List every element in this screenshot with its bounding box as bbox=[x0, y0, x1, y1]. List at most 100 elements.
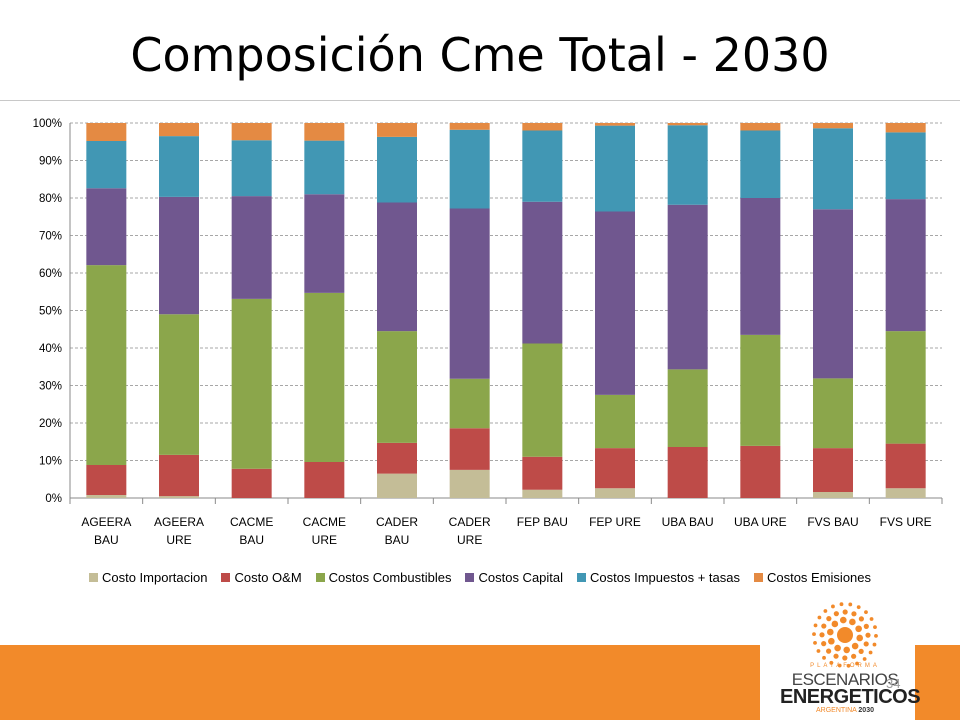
bar-segment bbox=[595, 125, 635, 212]
bar-segment bbox=[595, 488, 635, 498]
bar-segment bbox=[740, 334, 781, 446]
y-tick-label: 10% bbox=[39, 456, 62, 468]
legend-label: Costos Capital bbox=[478, 570, 564, 585]
bar-segment bbox=[231, 140, 272, 197]
bar-segment bbox=[522, 130, 563, 202]
y-tick-label: 40% bbox=[39, 343, 62, 355]
sun-dot bbox=[831, 604, 835, 609]
sun-dot bbox=[858, 616, 864, 622]
sun-dot bbox=[872, 642, 877, 647]
bar-segment bbox=[449, 208, 490, 379]
bar-segment bbox=[740, 130, 781, 198]
bar-segment bbox=[86, 188, 127, 266]
sun-dot bbox=[826, 648, 832, 654]
escenarios-energeticos-logo: PLATAFORMA ESCENARIOS ENERGETICOS ARGENT… bbox=[780, 600, 921, 720]
y-tick-label: 70% bbox=[39, 231, 62, 243]
chart-canvas: 0% 10% 20% 30% 40% 50% 60% 70% 80% 90% 100% AGEERA B… bbox=[33, 118, 943, 547]
sun-dot bbox=[851, 611, 857, 617]
sun-dot bbox=[855, 661, 859, 666]
x-tick-label: AGEERA bbox=[81, 515, 131, 529]
bar-segment bbox=[377, 136, 417, 203]
bar-segment bbox=[304, 194, 345, 293]
sun-dot bbox=[813, 640, 817, 645]
logo-escenarios: ESCENARIOS bbox=[791, 670, 899, 689]
bar-segment bbox=[595, 211, 635, 395]
legend-label: Costos Impuestos + tasas bbox=[590, 570, 740, 585]
legend-item: Costo O&M bbox=[221, 570, 302, 585]
y-tick-label: 0% bbox=[45, 493, 62, 505]
slide-title: Composición Cme Total - 2030 bbox=[130, 28, 830, 82]
bar-segment bbox=[449, 469, 490, 498]
legend-swatch bbox=[465, 573, 475, 582]
bar-segment bbox=[667, 447, 708, 498]
bar-segment bbox=[159, 196, 199, 315]
y-tick-label: 80% bbox=[39, 193, 62, 205]
sun-dots-icon bbox=[812, 602, 878, 668]
sun-dot bbox=[823, 609, 828, 613]
bar-segment bbox=[667, 204, 708, 370]
bar-segment bbox=[595, 448, 635, 489]
sun-dot bbox=[873, 625, 877, 630]
x-tick-label: UBA URE bbox=[734, 515, 787, 529]
bar-segment bbox=[231, 196, 272, 299]
bar-segment bbox=[885, 443, 926, 489]
sun-dot bbox=[862, 657, 867, 661]
bar-segment bbox=[885, 331, 926, 444]
bar-segment bbox=[159, 314, 199, 455]
y-tick-label: 100% bbox=[33, 118, 62, 130]
bar-segment bbox=[667, 369, 708, 447]
logo-energeticos: ENERGETICOS bbox=[780, 686, 921, 708]
x-tick-label: BAU bbox=[94, 533, 119, 547]
sun-dot bbox=[837, 663, 842, 668]
sun-dot bbox=[842, 609, 848, 615]
bar-segment bbox=[159, 136, 199, 197]
bar-segment bbox=[740, 198, 781, 335]
sun-dot bbox=[817, 615, 822, 620]
sun-dot bbox=[863, 623, 869, 629]
logo-year: 2030 bbox=[858, 707, 874, 714]
sun-dot bbox=[851, 653, 857, 659]
bar-segment bbox=[86, 265, 127, 465]
y-tick-label: 90% bbox=[39, 156, 62, 168]
bar-segment bbox=[377, 442, 417, 474]
y-tick-label: 20% bbox=[39, 418, 62, 430]
bar-segment bbox=[377, 202, 417, 332]
sun-dot bbox=[856, 634, 864, 642]
bar-segment bbox=[86, 141, 127, 189]
bar-segment bbox=[231, 298, 272, 469]
sun-dot bbox=[865, 632, 871, 638]
logo-argentina-word: ARGENTINA bbox=[816, 707, 857, 714]
bar-segment bbox=[885, 132, 926, 200]
logo-argentina: ARGENTINA 2030 bbox=[780, 707, 910, 714]
sun-dot bbox=[812, 632, 816, 637]
bar-segment bbox=[304, 140, 345, 195]
bar-segment bbox=[159, 496, 199, 498]
bar-segment bbox=[885, 123, 926, 133]
bar-segment bbox=[449, 129, 490, 209]
bar-segment bbox=[885, 488, 926, 498]
bar-segment bbox=[86, 465, 127, 495]
x-tick-label: FVS URE bbox=[880, 515, 932, 529]
legend-item: Costos Combustibles bbox=[315, 570, 451, 585]
x-tick-label: FEP URE bbox=[589, 515, 641, 529]
x-tick-label: BAU bbox=[239, 533, 264, 547]
x-tick-label: CADER bbox=[376, 515, 418, 529]
bar-segment bbox=[522, 201, 563, 344]
legend-label: Costo Importacion bbox=[101, 570, 208, 585]
slide-number: 34 bbox=[886, 676, 901, 691]
x-tick-label: URE bbox=[312, 533, 337, 547]
x-tick-label: CACME bbox=[230, 515, 273, 529]
legend-item: Costos Impuestos + tasas bbox=[577, 570, 740, 585]
bar-segment bbox=[813, 209, 853, 379]
legend-item: Costo Importacion bbox=[88, 570, 208, 585]
x-tick-label: FEP BAU bbox=[517, 515, 568, 529]
sun-dot bbox=[842, 655, 848, 661]
x-tick-label: AGEERA bbox=[154, 515, 204, 529]
bar-segment bbox=[231, 123, 272, 141]
legend-swatch bbox=[753, 573, 763, 582]
x-tick-label: URE bbox=[166, 533, 191, 547]
legend-label: Costos Emisiones bbox=[766, 570, 872, 585]
sun-dot bbox=[834, 644, 841, 652]
sun-dot bbox=[839, 616, 847, 624]
logo-plataforma: PLATAFORMA bbox=[810, 663, 880, 669]
